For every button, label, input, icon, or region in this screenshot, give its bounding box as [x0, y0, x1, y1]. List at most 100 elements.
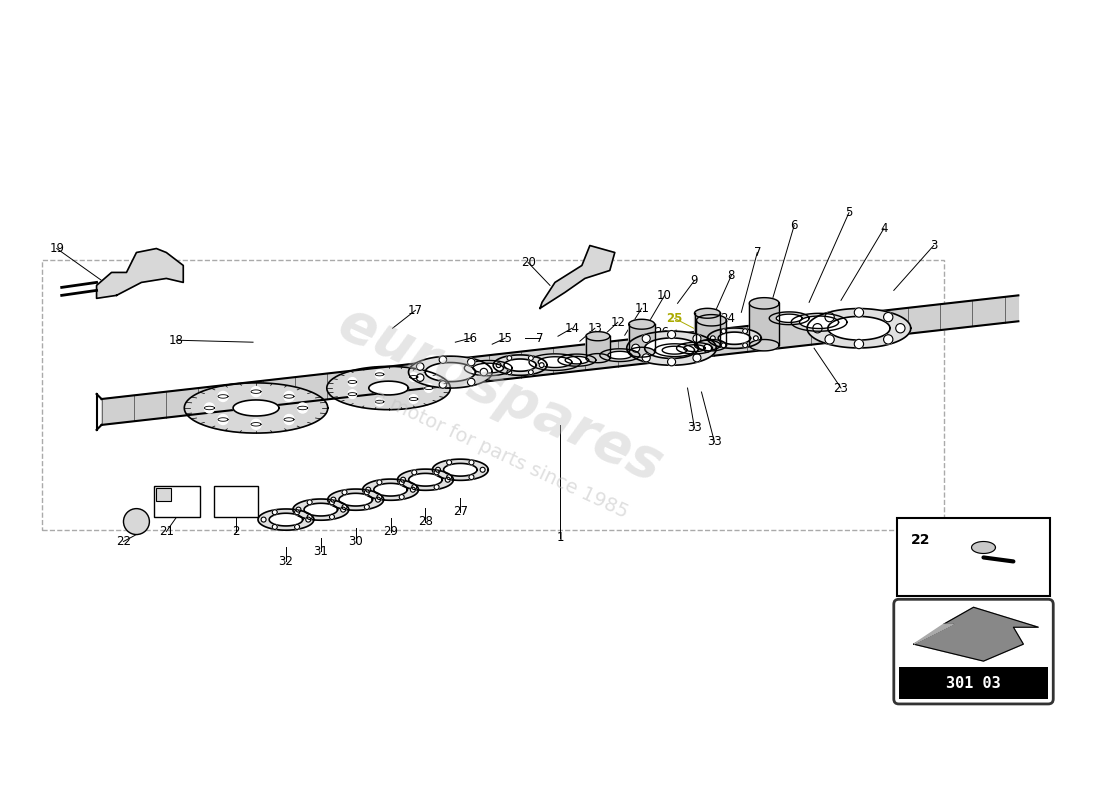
Text: 8: 8 — [728, 269, 735, 282]
Polygon shape — [586, 332, 609, 358]
Polygon shape — [696, 314, 726, 326]
Polygon shape — [558, 354, 596, 366]
Circle shape — [375, 497, 381, 502]
Circle shape — [400, 478, 406, 482]
Circle shape — [307, 500, 312, 505]
Polygon shape — [327, 366, 450, 410]
Text: 33: 33 — [707, 435, 722, 448]
Circle shape — [631, 344, 640, 352]
Circle shape — [409, 394, 418, 403]
Text: 4: 4 — [880, 222, 888, 235]
Polygon shape — [293, 499, 349, 520]
Polygon shape — [777, 314, 802, 322]
Circle shape — [447, 474, 452, 480]
Circle shape — [825, 334, 834, 344]
Polygon shape — [538, 357, 572, 367]
Polygon shape — [645, 338, 698, 358]
Polygon shape — [233, 400, 279, 416]
Text: 17: 17 — [408, 304, 424, 317]
Polygon shape — [627, 331, 716, 366]
Text: 30: 30 — [349, 535, 363, 548]
Circle shape — [411, 485, 417, 490]
Text: 7: 7 — [537, 332, 543, 345]
Circle shape — [417, 363, 424, 370]
Text: 13: 13 — [587, 322, 603, 334]
Circle shape — [329, 514, 334, 519]
Polygon shape — [694, 308, 720, 318]
Circle shape — [417, 374, 424, 382]
Polygon shape — [608, 351, 631, 359]
Text: eurospares: eurospares — [330, 297, 671, 494]
Polygon shape — [749, 298, 779, 309]
Circle shape — [409, 373, 418, 382]
Circle shape — [480, 368, 487, 376]
Polygon shape — [800, 316, 838, 329]
Text: 28: 28 — [418, 515, 433, 528]
Circle shape — [251, 386, 261, 397]
Text: 20: 20 — [520, 256, 536, 269]
Circle shape — [331, 497, 335, 502]
Polygon shape — [443, 463, 477, 476]
Circle shape — [399, 494, 404, 499]
Circle shape — [446, 478, 450, 482]
Circle shape — [434, 470, 439, 475]
Circle shape — [410, 487, 416, 492]
Polygon shape — [696, 314, 726, 346]
Circle shape — [539, 362, 544, 367]
Circle shape — [272, 525, 277, 530]
Polygon shape — [694, 340, 720, 350]
Text: 26: 26 — [654, 326, 669, 338]
Circle shape — [329, 500, 334, 505]
Circle shape — [218, 414, 228, 425]
Circle shape — [377, 494, 382, 499]
Circle shape — [439, 356, 447, 363]
Polygon shape — [368, 381, 408, 395]
Text: 14: 14 — [564, 322, 580, 334]
Circle shape — [703, 344, 712, 352]
Circle shape — [507, 370, 512, 374]
Polygon shape — [397, 469, 453, 490]
Circle shape — [468, 358, 475, 366]
Polygon shape — [971, 542, 996, 554]
Polygon shape — [426, 362, 475, 382]
Polygon shape — [97, 249, 184, 298]
Circle shape — [348, 378, 356, 386]
Circle shape — [742, 329, 748, 334]
Circle shape — [364, 505, 370, 510]
Circle shape — [480, 467, 485, 472]
Circle shape — [295, 510, 299, 514]
Circle shape — [205, 403, 214, 413]
Polygon shape — [408, 356, 492, 388]
Circle shape — [469, 460, 474, 465]
Polygon shape — [707, 328, 761, 349]
Text: 2: 2 — [232, 525, 240, 538]
Polygon shape — [676, 342, 713, 354]
Circle shape — [528, 356, 534, 361]
Circle shape — [306, 517, 311, 522]
Circle shape — [284, 391, 294, 402]
Polygon shape — [339, 494, 373, 506]
Polygon shape — [807, 309, 911, 348]
Circle shape — [813, 323, 822, 333]
Polygon shape — [629, 319, 654, 329]
Circle shape — [123, 509, 150, 534]
Polygon shape — [914, 624, 954, 644]
Text: 6: 6 — [791, 219, 798, 232]
Polygon shape — [828, 317, 890, 340]
Polygon shape — [185, 383, 328, 433]
Circle shape — [742, 343, 748, 348]
Circle shape — [496, 362, 500, 367]
Text: 16: 16 — [463, 332, 477, 345]
Polygon shape — [718, 332, 750, 344]
Text: 22: 22 — [911, 533, 931, 546]
Circle shape — [341, 507, 345, 512]
Text: 9: 9 — [691, 274, 698, 287]
Circle shape — [399, 480, 404, 485]
Polygon shape — [565, 356, 588, 364]
Text: 3: 3 — [930, 239, 937, 252]
Polygon shape — [769, 312, 810, 325]
Polygon shape — [694, 308, 720, 346]
Polygon shape — [629, 319, 654, 352]
Text: 301 03: 301 03 — [946, 675, 1001, 690]
Polygon shape — [791, 314, 847, 331]
